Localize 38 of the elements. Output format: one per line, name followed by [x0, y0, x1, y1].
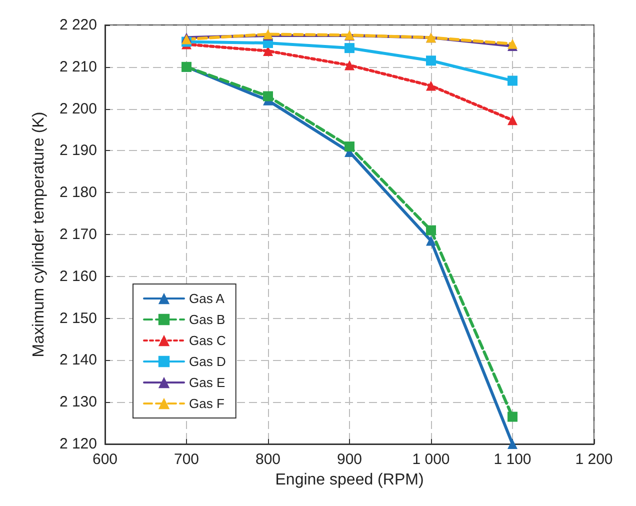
point [508, 412, 518, 422]
y-tick-label: 2 140 [59, 352, 97, 369]
x-tick-label: 600 [92, 451, 118, 468]
legend-label: Gas C [189, 333, 226, 348]
legend-label: Gas F [189, 396, 224, 411]
point [344, 43, 354, 54]
x-tick-label: 700 [174, 451, 200, 468]
legend-label: Gas B [189, 312, 226, 327]
y-tick-label: 2 120 [59, 436, 97, 452]
legend-label: Gas D [189, 354, 226, 369]
point [344, 142, 354, 152]
x-tick-label: 1 000 [412, 451, 450, 468]
y-tick-label: 2 210 [59, 58, 97, 76]
point [426, 80, 436, 91]
y-tick-label: 2 160 [59, 268, 97, 285]
y-tick-label: 2 200 [59, 100, 97, 118]
y-tick-label: 2 170 [59, 226, 97, 243]
y-tick-label: 2 190 [59, 142, 97, 160]
x-tick-label: 800 [255, 451, 281, 468]
point [426, 225, 436, 236]
legend-label: Gas E [189, 375, 226, 390]
y-tick-label: 2 130 [59, 394, 97, 411]
y-axis-title: Maximum cylinder temperature (K) [30, 112, 48, 358]
x-axis-title: Engine speed (RPM) [275, 472, 424, 488]
legend-label: Gas A [189, 291, 225, 306]
point [426, 56, 436, 66]
y-tick-label: 2 180 [59, 184, 97, 202]
y-tick-label: 2 150 [59, 310, 97, 327]
point [344, 60, 354, 70]
point [508, 439, 518, 449]
x-tick-label: 1 100 [494, 451, 532, 468]
point [508, 76, 518, 86]
point [263, 91, 273, 102]
y-tick-label: 2 220 [59, 16, 97, 34]
x-tick-label: 900 [336, 451, 362, 468]
point [508, 115, 518, 126]
x-tick-label: 1 200 [575, 451, 613, 468]
point [426, 236, 436, 246]
